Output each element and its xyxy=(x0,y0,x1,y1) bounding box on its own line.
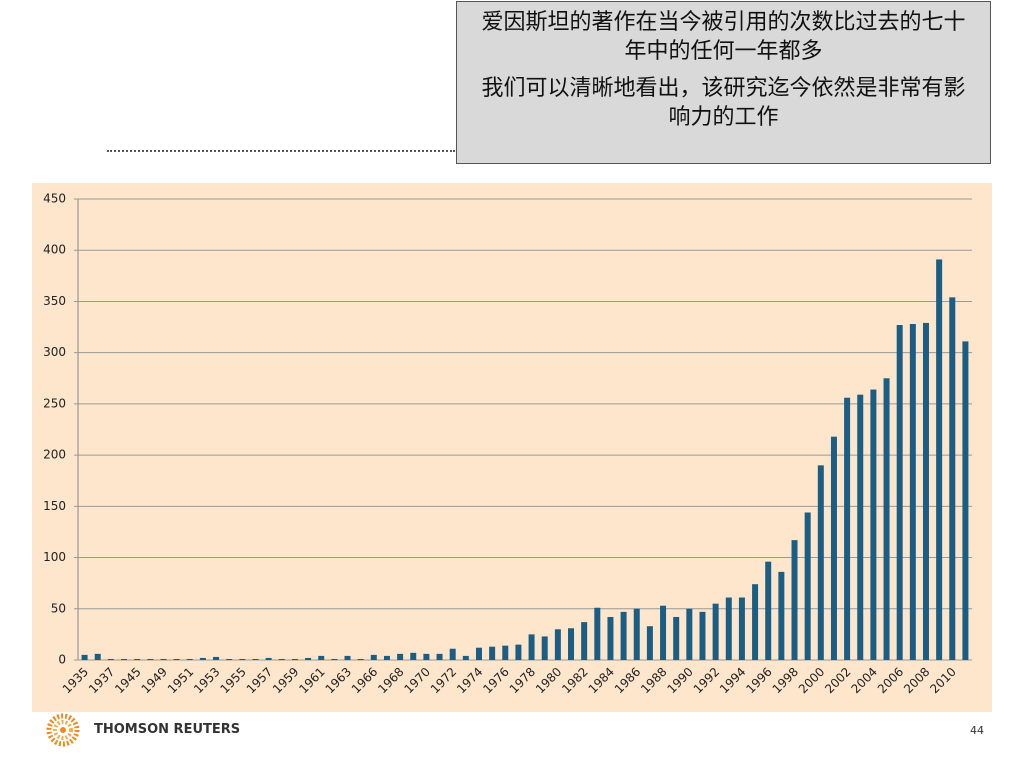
bar xyxy=(107,658,114,660)
bar xyxy=(94,653,101,660)
bar xyxy=(817,465,824,660)
bar xyxy=(239,658,246,660)
bar xyxy=(541,636,548,660)
bar xyxy=(686,608,693,660)
bar xyxy=(81,654,88,660)
bar xyxy=(147,658,154,660)
bar xyxy=(160,658,167,660)
bar xyxy=(331,658,338,660)
bar xyxy=(804,512,811,660)
bar xyxy=(278,658,285,660)
bar xyxy=(738,597,745,660)
bar xyxy=(844,397,851,660)
bar xyxy=(857,394,864,660)
y-tick-label: 450 xyxy=(43,192,66,206)
bar xyxy=(199,657,206,660)
bar xyxy=(121,658,128,660)
bar xyxy=(515,644,522,660)
bar xyxy=(607,616,614,660)
bar xyxy=(594,607,601,660)
bar xyxy=(410,652,417,660)
bar xyxy=(449,648,456,660)
bar xyxy=(226,658,233,660)
bar xyxy=(633,608,640,660)
bar xyxy=(791,540,798,660)
y-tick-label: 200 xyxy=(43,448,66,462)
bar xyxy=(213,656,220,660)
bar xyxy=(397,653,404,660)
bar xyxy=(699,611,706,660)
bar xyxy=(383,655,390,660)
bar xyxy=(949,297,956,660)
bar xyxy=(554,629,561,660)
logo xyxy=(46,713,80,747)
bar xyxy=(291,658,298,660)
bar xyxy=(725,597,732,660)
callout-text: 爱因斯坦的著作在当今被引用的次数比过去的七十年中的任何一年都多 xyxy=(481,10,966,64)
bar xyxy=(252,658,259,660)
bar xyxy=(673,616,680,660)
bar xyxy=(370,654,377,660)
bar xyxy=(752,584,759,660)
y-tick-label: 100 xyxy=(43,550,66,564)
bar xyxy=(870,389,877,660)
bar xyxy=(765,561,772,660)
bar xyxy=(620,611,627,660)
callout-box: 爱因斯坦的著作在当今被引用的次数比过去的七十年中的任何一年都多 我们可以清晰地看… xyxy=(456,1,991,164)
bar xyxy=(646,626,653,660)
y-tick-label: 150 xyxy=(43,499,66,513)
y-tick-label: 400 xyxy=(43,243,66,257)
bar xyxy=(883,378,890,660)
bar xyxy=(896,325,903,660)
brand: THOMSON REUTERS xyxy=(94,722,241,737)
bar xyxy=(344,655,351,660)
dotted-rule xyxy=(107,150,455,152)
bar xyxy=(186,658,193,660)
y-tick-label: 0 xyxy=(58,653,66,667)
bar xyxy=(173,658,180,660)
y-tick-label: 50 xyxy=(51,601,66,615)
bar xyxy=(462,655,469,660)
bar xyxy=(712,603,719,660)
bar xyxy=(305,657,312,660)
bar xyxy=(423,653,430,660)
bar xyxy=(357,658,364,660)
bar xyxy=(502,645,509,660)
y-tick-label: 300 xyxy=(43,345,66,359)
bar xyxy=(936,259,943,660)
bar xyxy=(436,653,443,660)
bar xyxy=(134,658,141,660)
bar xyxy=(318,655,325,660)
page-number: 44 xyxy=(970,724,984,737)
y-tick-label: 250 xyxy=(43,396,66,410)
bar xyxy=(528,634,535,660)
bar xyxy=(660,605,667,660)
y-tick-label: 350 xyxy=(43,294,66,308)
bar xyxy=(922,322,929,660)
bar xyxy=(909,323,916,660)
bar xyxy=(830,436,837,660)
bar xyxy=(568,628,575,660)
bar xyxy=(581,622,588,660)
bar xyxy=(778,571,785,660)
bar xyxy=(962,341,969,660)
bar xyxy=(265,657,272,660)
bar xyxy=(475,647,482,660)
bar xyxy=(489,646,496,660)
callout-text: 我们可以清晰地看出，该研究迄今依然是非常有影响力的工作 xyxy=(481,76,966,130)
